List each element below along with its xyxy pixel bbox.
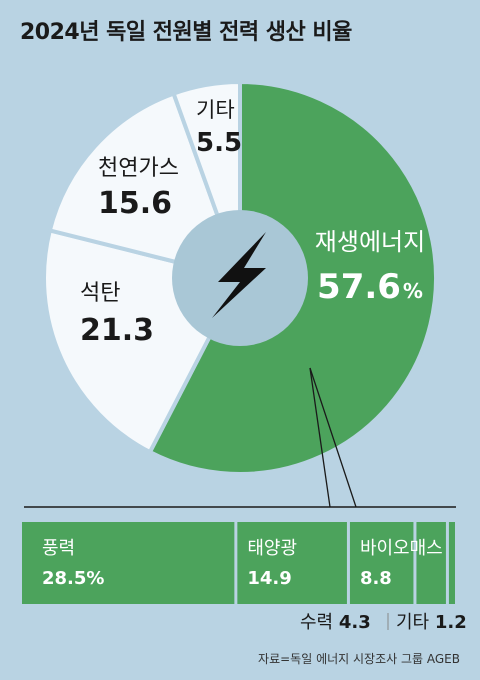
pie-label-name-1: 석탄: [80, 281, 120, 306]
bar-segment-2: [349, 522, 414, 604]
bar-segment-4: [448, 522, 455, 604]
chart-title: 2024년 독일 전원별 전력 생산 비율: [20, 20, 352, 45]
source-note: 자료=독일 에너지 시장조사 그룹 AGEB: [258, 652, 460, 666]
pie-label-name-3: 기타: [196, 98, 235, 122]
bar-segment-3: [416, 522, 446, 604]
bar-label-value-0: 28.5%: [42, 568, 104, 589]
bar-segment-0: [22, 522, 235, 604]
pie-label-value-3: 5.5: [196, 128, 242, 158]
pie-label-name-2: 천연가스: [98, 156, 179, 181]
connector-right: [309, 367, 357, 508]
footer-label-1: 기타 1.2: [396, 612, 467, 633]
footer-label-0: 수력 4.3: [300, 612, 371, 633]
bar-segment-1: [237, 522, 347, 604]
bar-label-value-2: 8.8: [360, 568, 392, 589]
bar-label-name-2: 바이오매스: [360, 538, 443, 559]
lightning-bolt-icon: [212, 232, 266, 318]
lightning-bolt-shape: [212, 232, 266, 318]
pie-label-value-2: 15.6: [98, 186, 172, 221]
connector-lines: [24, 367, 456, 508]
bar-label-name-0: 풍력: [42, 538, 75, 559]
bar-label-name-1: 태양광: [247, 538, 297, 559]
pie-label-name-0: 재생에너지: [315, 228, 425, 256]
connector-left: [309, 367, 331, 508]
bar-footer-labels: 수력 4.3 기타 1.2: [300, 612, 467, 633]
stacked-bar-chart: 풍력 28.5% 태양광 14.9 바이오매스 8.8: [22, 522, 455, 604]
pie-label-value-1: 21.3: [80, 313, 154, 348]
bar-label-value-1: 14.9: [247, 568, 291, 589]
